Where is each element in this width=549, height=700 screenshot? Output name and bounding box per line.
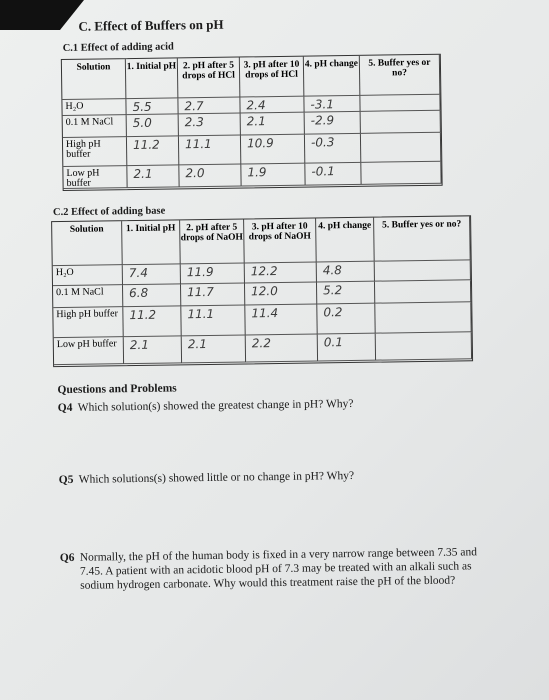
value-cell bbox=[374, 280, 472, 304]
photo-edge bbox=[0, 0, 84, 30]
value-cell bbox=[361, 161, 442, 185]
value-cell bbox=[360, 110, 441, 134]
value-cell: 2.1 bbox=[181, 335, 247, 364]
value-cell: 6.8 bbox=[122, 284, 182, 308]
question-label: Q6 bbox=[59, 551, 75, 565]
value-cell: -2.9 bbox=[304, 111, 361, 135]
solution-cell: 0.1 M NaCl bbox=[53, 285, 124, 309]
solution-cell: H₂O bbox=[52, 265, 123, 287]
header-cell: 5. Buffer yes or no? bbox=[359, 54, 441, 96]
value-cell: 11.2 bbox=[126, 136, 180, 167]
header-cell: 2. pH after 5 drops of NaOH bbox=[180, 219, 245, 265]
value-cell bbox=[375, 332, 473, 361]
value-cell: 4.8 bbox=[316, 261, 375, 283]
value-cell: 1.9 bbox=[241, 163, 306, 187]
question-label: Q5 bbox=[58, 473, 74, 487]
header-cell: Solution bbox=[52, 221, 123, 267]
solution-cell: Low pH buffer bbox=[53, 337, 125, 366]
header-cell: 1. Initial pH bbox=[125, 58, 179, 100]
value-cell: 0.2 bbox=[317, 303, 376, 335]
value-cell: 12.2 bbox=[244, 262, 317, 284]
section-heading: C. Effect of Buffers on pH bbox=[78, 17, 223, 35]
header-cell: Solution bbox=[61, 59, 127, 100]
value-cell: 2.2 bbox=[245, 334, 319, 363]
value-cell: 2.7 bbox=[178, 97, 241, 115]
value-cell: -0.3 bbox=[304, 133, 362, 164]
header-cell: 2. pH after 5 drops of HCl bbox=[177, 57, 241, 99]
value-cell: -3.1 bbox=[304, 95, 361, 113]
value-cell: -0.1 bbox=[305, 162, 362, 186]
question: Q4 Which solution(s) showed the greatest … bbox=[58, 395, 498, 415]
question-text: Normally, the pH of the human body is fi… bbox=[79, 546, 478, 592]
value-cell: 2.1 bbox=[127, 165, 180, 189]
value-cell: 2.4 bbox=[240, 96, 305, 114]
question: Q5 Which solutions(s) showed little or no… bbox=[59, 467, 499, 487]
value-cell: 11.2 bbox=[123, 306, 182, 338]
value-cell: 12.0 bbox=[244, 282, 318, 306]
solution-cell: High pH buffer bbox=[53, 307, 124, 339]
question-text: Which solutions(s) showed little or no c… bbox=[78, 469, 355, 486]
header-cell: 1. Initial pH bbox=[122, 220, 181, 266]
value-cell: 2.3 bbox=[178, 113, 241, 137]
value-cell: 7.4 bbox=[122, 264, 181, 286]
value-cell: 2.0 bbox=[179, 164, 242, 188]
solution-cell: H₂O bbox=[62, 99, 127, 116]
value-cell: 11.1 bbox=[181, 305, 246, 337]
value-cell bbox=[360, 132, 442, 163]
value-cell: 11.9 bbox=[180, 263, 245, 285]
value-cell: 11.1 bbox=[178, 135, 242, 166]
title: Effect of Buffers on pH bbox=[94, 16, 224, 34]
solution-cell: 0.1 M NaCl bbox=[62, 115, 127, 138]
header-cell: 4. pH change bbox=[316, 217, 375, 263]
value-cell bbox=[375, 302, 472, 334]
value-cell: 11.7 bbox=[180, 283, 246, 307]
value-cell: 5.0 bbox=[126, 114, 179, 138]
value-cell: 11.4 bbox=[245, 304, 318, 336]
header-cell: 3. pH after 10 drops of HCl bbox=[239, 56, 305, 98]
value-cell: 5.5 bbox=[126, 98, 179, 116]
value-cell: 2.1 bbox=[240, 112, 305, 136]
solution-cell: High pH buffer bbox=[62, 137, 128, 167]
table-title: C.1 Effect of adding acid bbox=[62, 41, 174, 54]
value-cell bbox=[374, 260, 471, 282]
questions-title: Questions and Problems bbox=[57, 382, 177, 397]
table-title: C.2 Effect of adding base bbox=[52, 205, 166, 219]
base-table: Solution 1. Initial pH 2. pH after 5 drops… bbox=[51, 215, 474, 368]
value-cell bbox=[360, 94, 441, 112]
question-label: Q4 bbox=[57, 401, 73, 415]
solution-cell: Low pH buffer bbox=[63, 166, 128, 189]
question: Q6 Normally, the pH of the human body is … bbox=[60, 545, 501, 593]
value-cell: 5.2 bbox=[316, 281, 376, 305]
header-cell: 5. Buffer yes or no? bbox=[374, 216, 471, 262]
acid-table: Solution 1. Initial pH 2. pH after 5 drops… bbox=[60, 53, 443, 192]
value-cell: 0.1 bbox=[317, 333, 377, 362]
value-cell: 10.9 bbox=[240, 134, 306, 165]
header-cell: 4. pH change bbox=[303, 55, 361, 97]
question-text: Which solution(s) showed the greatest ch… bbox=[77, 397, 354, 414]
value-cell: 2.1 bbox=[123, 336, 183, 365]
header-cell: 3. pH after 10 drops of NaOH bbox=[244, 218, 317, 264]
